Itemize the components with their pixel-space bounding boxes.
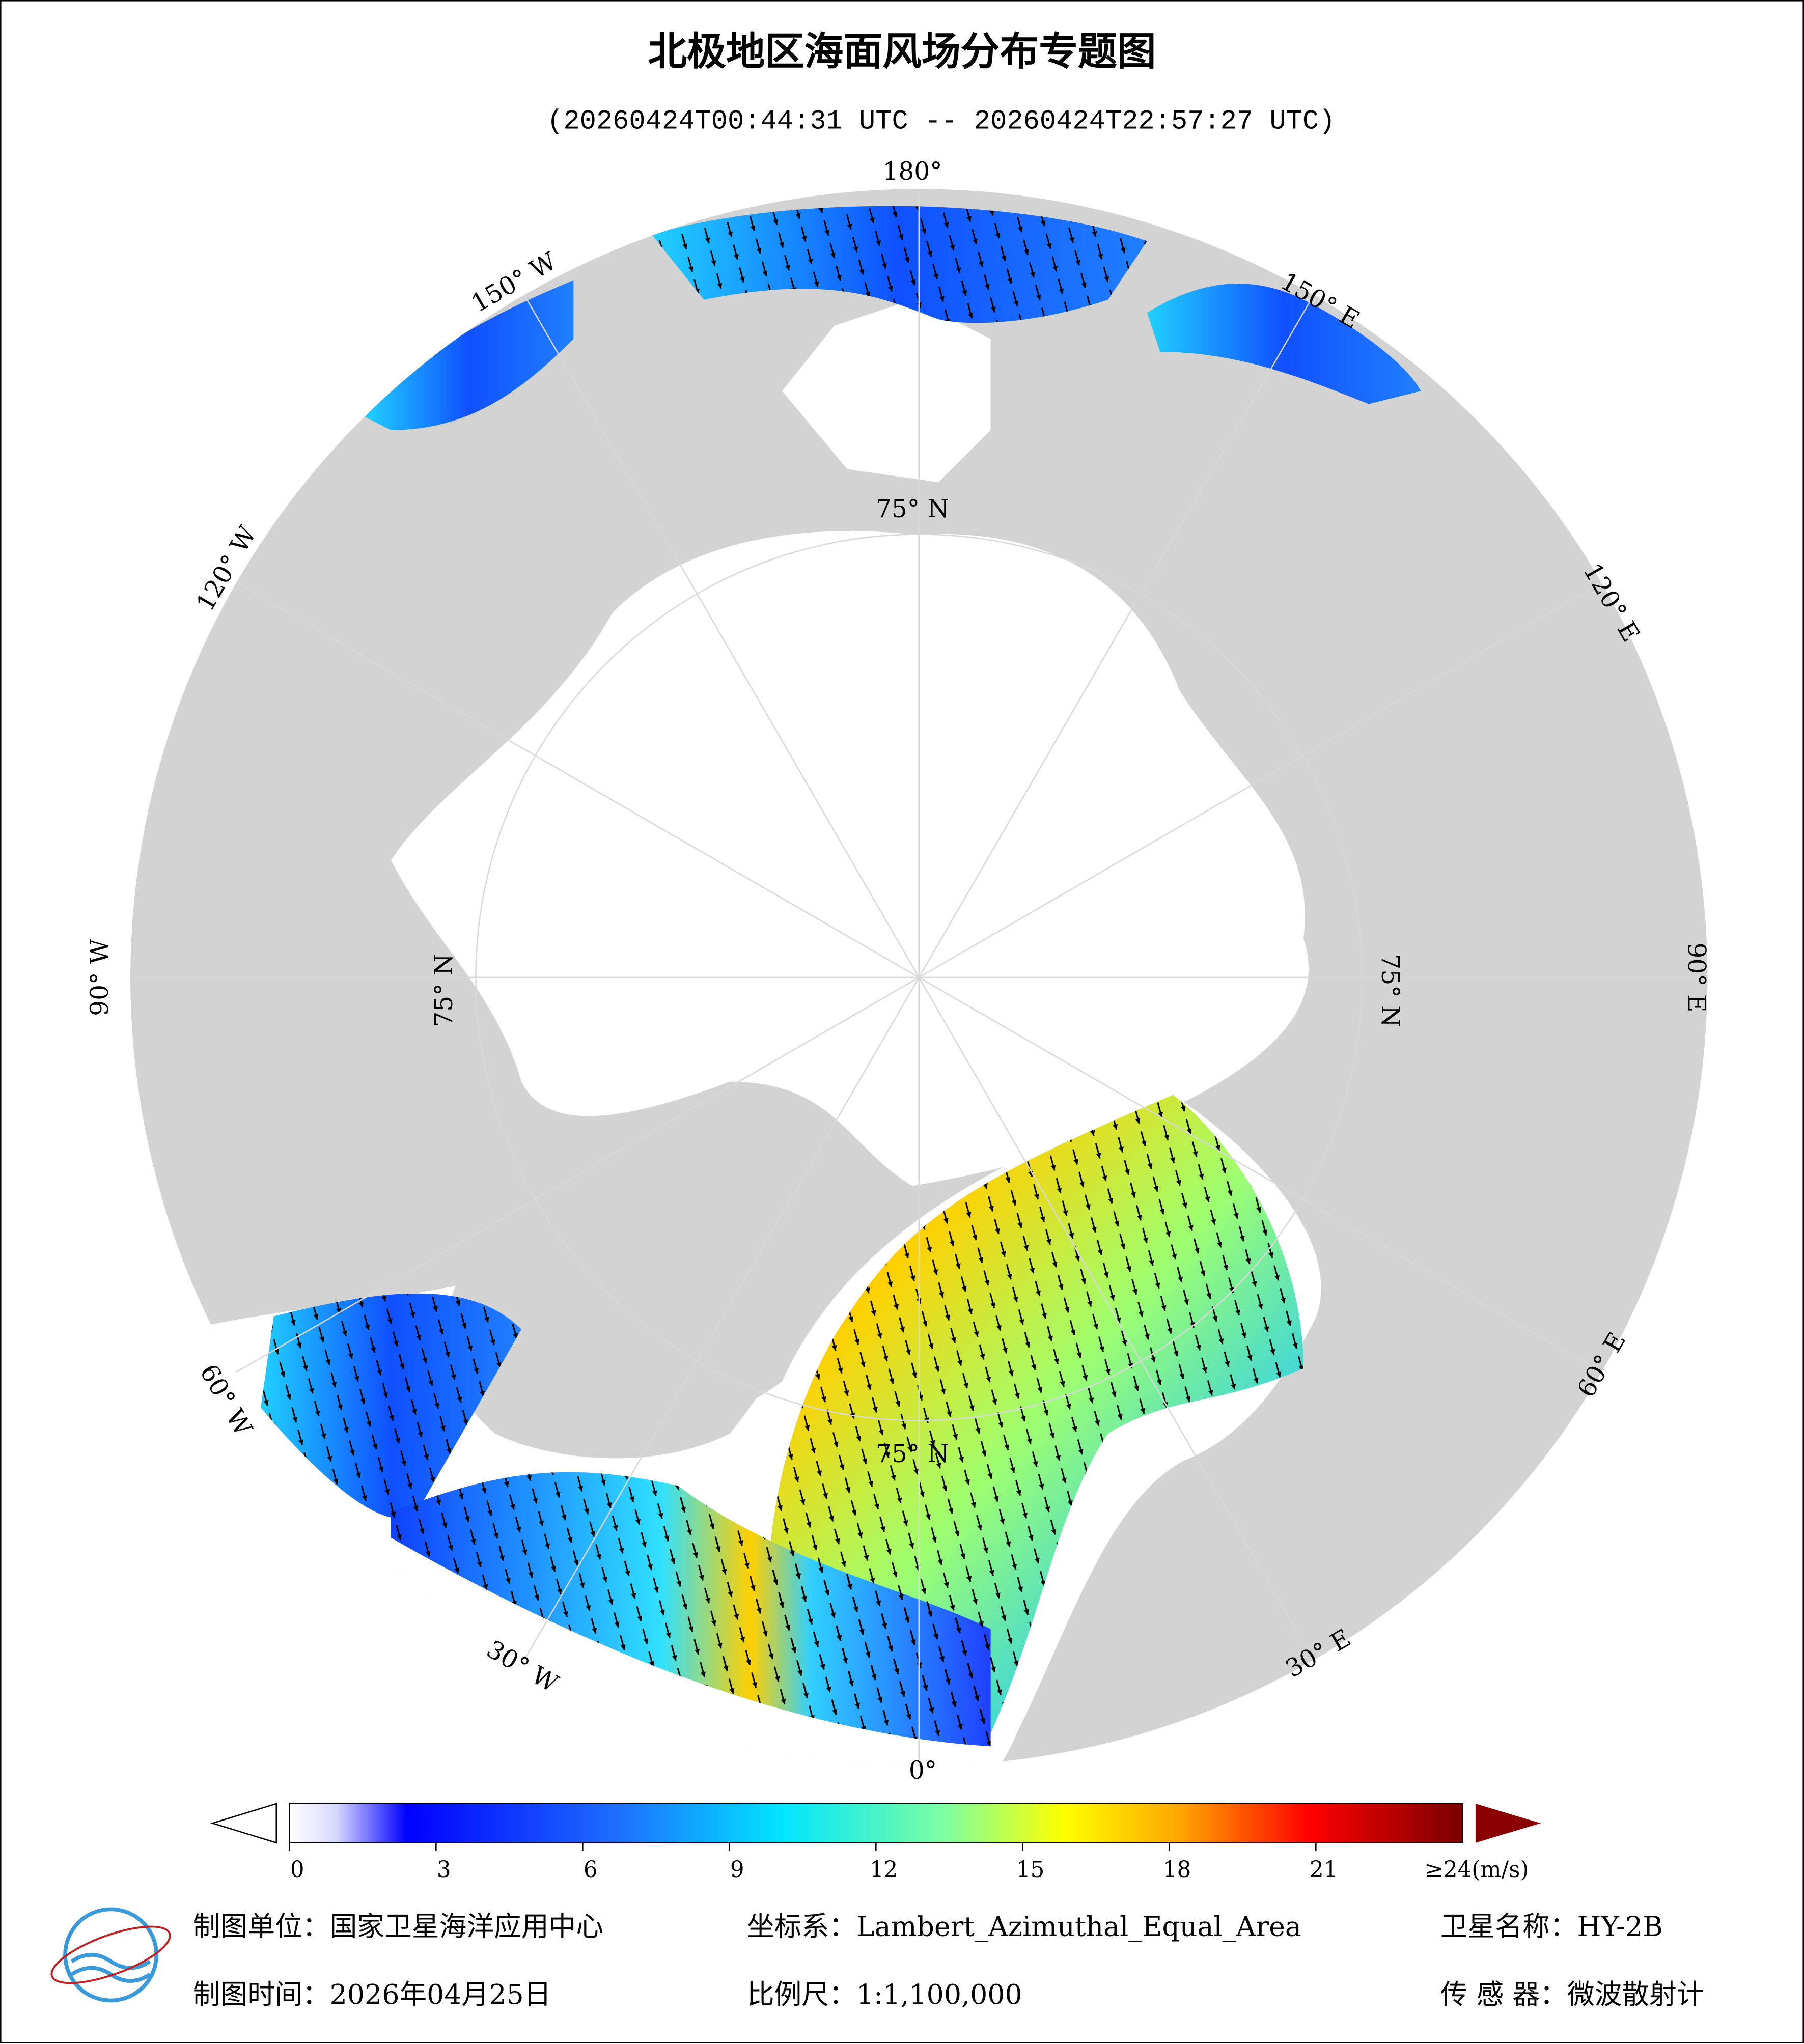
bering-strait (782, 299, 991, 483)
lat-label: 75° N (876, 1440, 949, 1468)
greenland (446, 1114, 847, 1459)
logo (50, 1907, 171, 2003)
footer-text: 制图时间：2026年04月25日 (193, 1978, 551, 2010)
wind-swath (365, 280, 574, 430)
lat-label: 75° N (1376, 954, 1404, 1027)
colorbar-tick-label: 9 (730, 1857, 744, 1883)
lon-label: 0° (909, 1756, 937, 1785)
title: 北极地区海面风场分布专题图 (648, 29, 1156, 75)
lat-labels: 75° N 75° N 75° N 75° N (430, 495, 1404, 1468)
colorbar: ≥24(m/s) 0 3 6 9 12 15 18 21 (210, 1803, 1541, 1883)
colorbar-max-label: ≥24(m/s) (1425, 1857, 1529, 1883)
footer-text: 坐标系：Lambert_Azimuthal_Equal_Area (747, 1911, 1301, 1943)
footer-text: 制图单位：国家卫星海洋应用中心 (193, 1911, 603, 1943)
colorbar-tick-label: 18 (1163, 1857, 1191, 1883)
lon-label: 90° W (86, 939, 114, 1016)
colorbar-tick-label: 21 (1310, 1857, 1338, 1883)
lon-label: 180° (882, 157, 942, 186)
lat-label: 75° N (876, 495, 949, 523)
wind-swath (1147, 284, 1421, 404)
colorbar-min-arrow (210, 1803, 277, 1844)
lon-label: 90° E (1682, 942, 1710, 1012)
lat-label: 75° N (430, 954, 458, 1027)
colorbar-tick-label: 12 (870, 1857, 898, 1883)
footer-text: 卫星名称：HY-2B (1440, 1911, 1663, 1943)
colorbar-tick-label: 15 (1016, 1857, 1044, 1883)
colorbar-tick-label: 6 (584, 1857, 598, 1883)
colorbar-bar (289, 1803, 1463, 1843)
footer-text: 传 感 器：微波散射计 (1440, 1978, 1704, 2010)
colorbar-tick-label: 0 (290, 1857, 304, 1883)
colorbar-tick-label: 3 (437, 1857, 451, 1883)
graticule (130, 189, 1708, 1766)
subtitle: (20260424T00:44:31 UTC -- 20260424T22:57… (547, 106, 1335, 137)
wind-vectors (261, 206, 1303, 1747)
footer: 制图单位：国家卫星海洋应用中心 坐标系：Lambert_Azimuthal_Eq… (193, 1911, 1704, 2010)
colorbar-max-arrow (1475, 1803, 1541, 1843)
footer-text: 比例尺：1:1,100,000 (747, 1978, 1022, 2010)
